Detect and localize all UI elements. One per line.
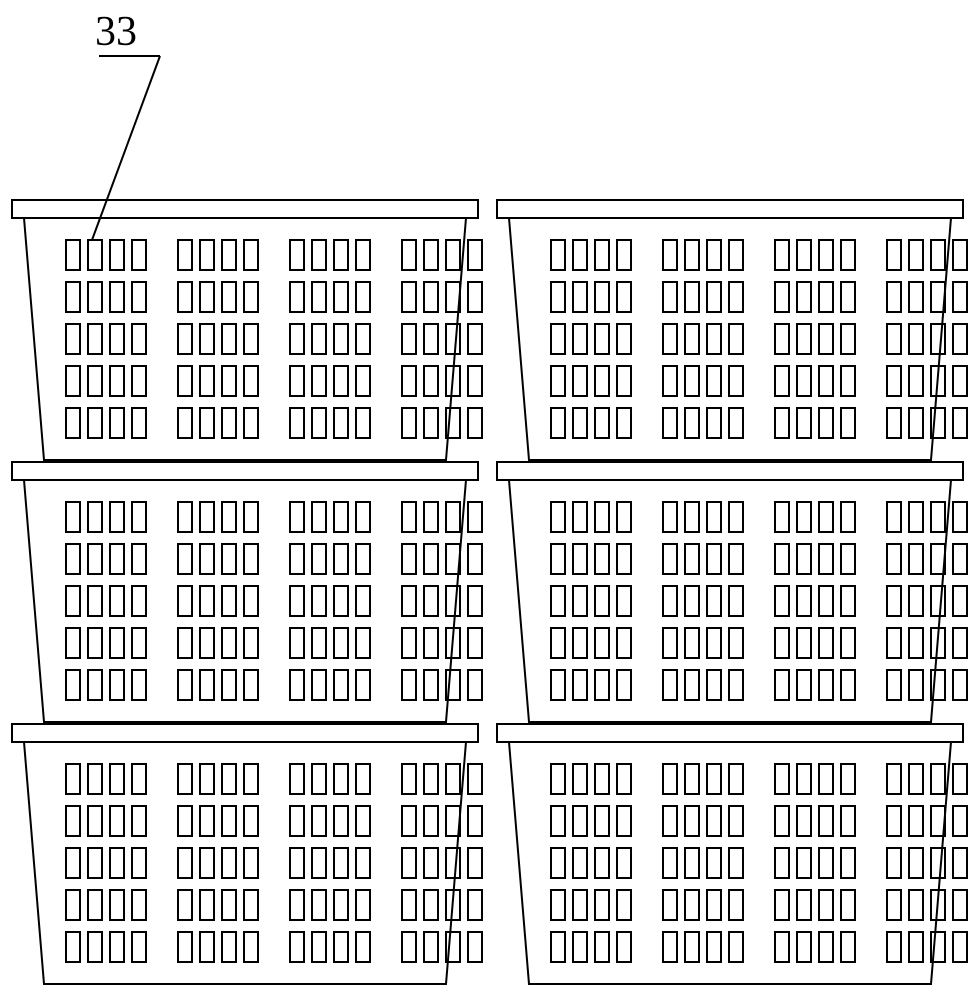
crate-instance	[497, 200, 967, 460]
crate-instance	[497, 724, 967, 984]
crate-instance	[12, 200, 482, 460]
crate-instance	[497, 462, 967, 722]
reference-label-33: 33	[95, 9, 137, 55]
crate-instance	[12, 724, 482, 984]
diagram-svg: 33	[0, 0, 975, 1000]
crate-instance	[12, 462, 482, 722]
leader-diagonal	[92, 56, 160, 240]
